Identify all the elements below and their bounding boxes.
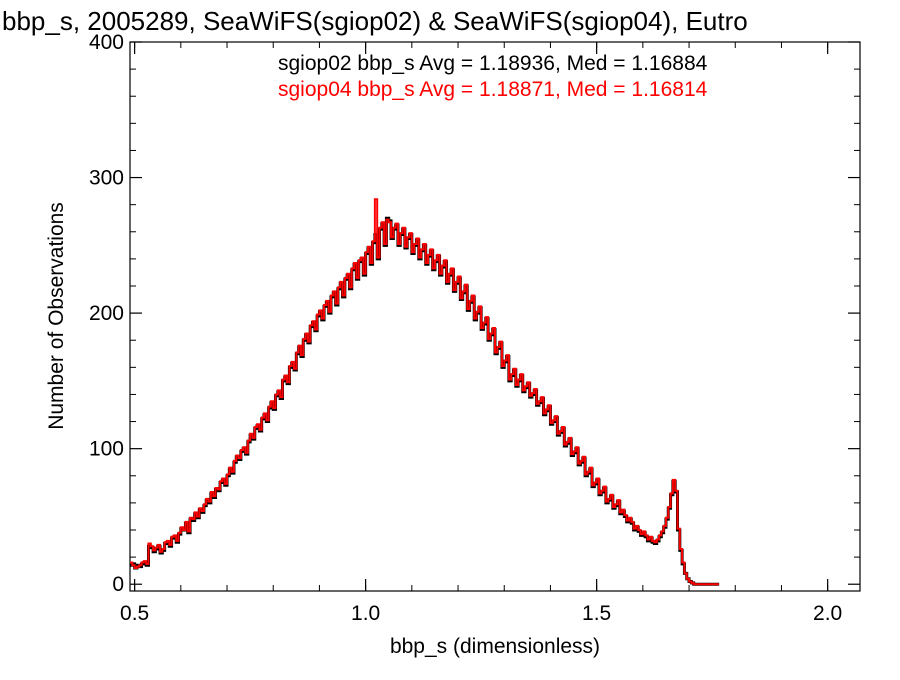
y-tick-label: 300	[89, 167, 124, 190]
y-tick-label: 100	[89, 438, 124, 461]
x-tick-label: 0.5	[120, 602, 149, 625]
series-layer	[130, 198, 720, 586]
y-axis-label: Number of Observations	[45, 202, 68, 430]
y-tick-label: 200	[89, 302, 124, 325]
y-tick-label: 0	[112, 573, 124, 596]
series-line-sgiop02	[130, 216, 720, 586]
chart-title: bbp_s, 2005289, SeaWiFS(sgiop02) & SeaWi…	[2, 6, 748, 36]
series-line-sgiop04	[130, 198, 720, 586]
x-tick-label: 2.0	[813, 602, 842, 625]
annotation-sgiop02: sgiop02 bbp_s Avg = 1.18936, Med = 1.168…	[278, 52, 708, 75]
y-tick-label: 400	[89, 31, 124, 54]
plot-frame	[129, 41, 861, 592]
annotation-sgiop04: sgiop04 bbp_s Avg = 1.18871, Med = 1.168…	[278, 78, 708, 101]
x-tick-label: 1.5	[582, 602, 611, 625]
x-axis-label: bbp_s (dimensionless)	[390, 635, 600, 658]
y-axis: 0 100 200 300 400	[89, 31, 860, 596]
x-axis: 0.5 1.0 1.5 2.0	[120, 42, 842, 625]
x-tick-label: 1.0	[351, 602, 380, 625]
